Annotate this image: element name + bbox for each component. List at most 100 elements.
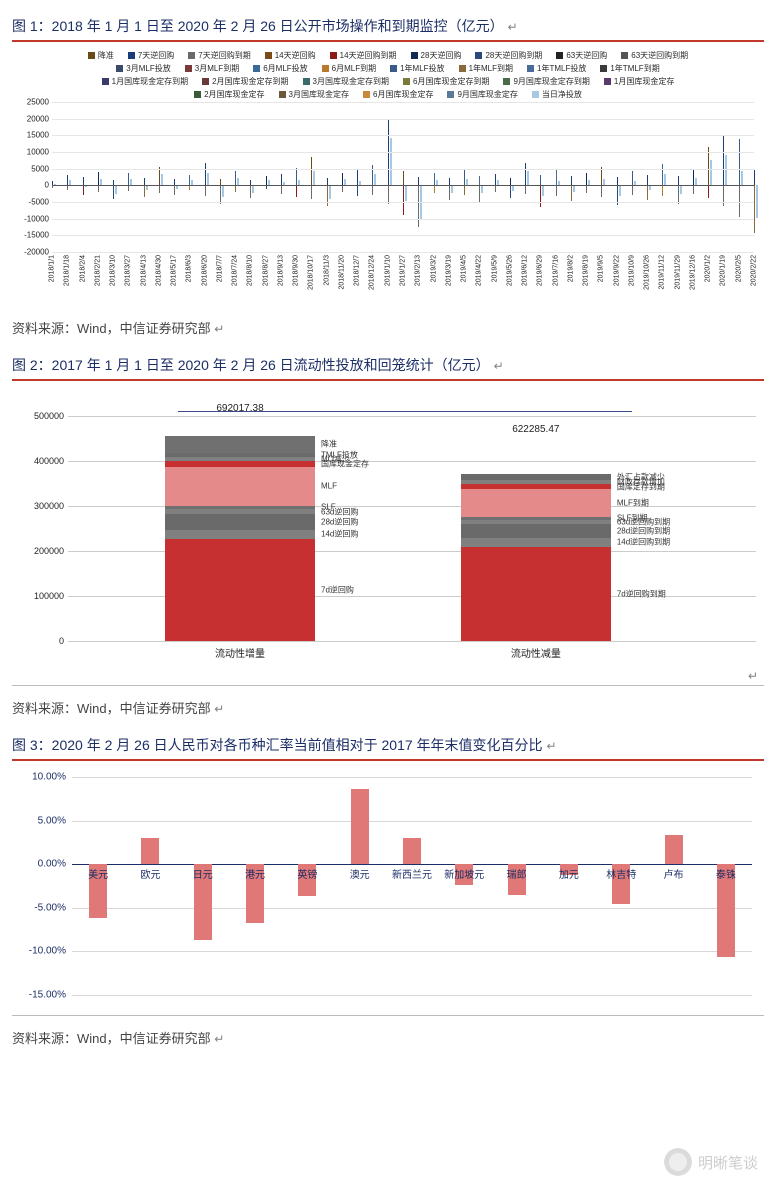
stacked-bar: 7d逆回购到期14d逆回购到期28d逆回购到期63d逆回购到期SLF到期MLF到… (461, 437, 611, 641)
legend-swatch (185, 65, 192, 72)
x-tick-label: 2019/5/26 (506, 255, 513, 286)
legend-label: 1月国库现金定存 (614, 76, 674, 87)
x-tick-label: 港元 (245, 866, 265, 881)
legend-item: 63天逆回购到期 (621, 50, 688, 61)
fig1-xlabels: 2018/1/12018/1/182018/2/42018/2/212018/3… (52, 253, 754, 301)
x-tick-label: 2018/2/21 (94, 255, 101, 286)
x-tick-label: 2019/11/29 (674, 255, 681, 290)
x-tick-label: 2019/6/29 (537, 255, 544, 286)
segment-label: SLF到期 (617, 513, 648, 524)
x-tick-label: 2018/6/20 (201, 255, 208, 286)
segment-label: 14d逆回购 (321, 529, 358, 540)
legend-swatch (527, 65, 534, 72)
x-tick-label: 2018/2/4 (79, 255, 86, 282)
bar-segment: 国库现金定存 (165, 461, 315, 467)
x-tick-label: 林吉特 (606, 866, 636, 881)
x-tick-label: 2018/10/17 (308, 255, 315, 290)
x-tick-label: 2020/2/22 (751, 255, 758, 286)
segment-label: 28d逆回购 (321, 517, 358, 528)
x-tick-label: 欧元 (140, 866, 160, 881)
x-tick-label: 2018/1/1 (49, 255, 56, 282)
segment-label: MLF到期 (617, 498, 649, 509)
x-tick-label: 新加坡元 (444, 866, 484, 881)
segment-label: 外汇占款减少 (617, 471, 665, 482)
legend-item: 1年TMLF到期 (600, 63, 659, 74)
legend-swatch (194, 91, 201, 98)
x-tick-label: 新西兰元 (392, 866, 432, 881)
x-tick-label: 2019/1/27 (400, 255, 407, 286)
legend-swatch (475, 52, 482, 59)
y-tick-label: 20000 (27, 114, 52, 123)
bar-segment: 财政存款增加 (461, 480, 611, 484)
bar-segment: 28d逆回购到期 (461, 524, 611, 538)
legend-item: 1月国库现金定存到期 (102, 76, 188, 87)
legend-item: 6月MLF投放 (253, 63, 307, 74)
legend-item: 1年TMLF投放 (527, 63, 586, 74)
legend-swatch (532, 91, 539, 98)
x-category-label: 流动性减量 (511, 645, 561, 660)
bar (665, 835, 683, 865)
x-tick-label: 2019/3/19 (445, 255, 452, 286)
legend-label: 1年TMLF到期 (610, 63, 659, 74)
x-tick-label: 2018/8/27 (262, 255, 269, 286)
fig2-title: 图 2：2017 年 1 月 1 日至 2020 年 2 月 26 日流动性投放… (12, 351, 764, 381)
y-tick-label: 200000 (34, 546, 68, 556)
bar (403, 838, 421, 864)
fig2-source: 资料来源：Wind，中信证券研究部 ↵ (12, 692, 764, 731)
fig1-chart: 降准7天逆回购7天逆回购到期14天逆回购14天逆回购到期28天逆回购28天逆回购… (12, 46, 764, 310)
fig1-plot: -20000-15000-10000-500005000100001500020… (52, 102, 754, 253)
legend-swatch (303, 78, 310, 85)
x-tick-label: 2018/7/24 (232, 255, 239, 286)
legend-swatch (411, 52, 418, 59)
legend-label: 14天逆回购到期 (340, 50, 397, 61)
legend-swatch (322, 65, 329, 72)
fig2-chart: 01000002000003000004000005000007d逆回购14d逆… (12, 385, 764, 665)
source-text: 资料来源：Wind，中信证券研究部 (12, 1031, 211, 1046)
x-tick-label: 2018/11/20 (338, 255, 345, 290)
bar-segment: MLF到期 (461, 489, 611, 517)
legend-item: 3月MLF到期 (185, 63, 239, 74)
fig3-plot: -15.00%-10.00%-5.00%0.00%5.00%10.00%美元欧元… (72, 777, 752, 995)
legend-swatch (621, 52, 628, 59)
legend-label: 3月国库现金定存到期 (313, 76, 389, 87)
watermark-text: 明晰笔谈 (698, 1152, 758, 1173)
x-tick-label: 2019/12/16 (689, 255, 696, 290)
legend-item: 1年MLF到期 (459, 63, 513, 74)
x-tick-label: 澳元 (350, 866, 370, 881)
legend-label: 降准 (98, 50, 114, 61)
fig1-legend: 降准7天逆回购7天逆回购到期14天逆回购14天逆回购到期28天逆回购28天逆回购… (16, 50, 760, 102)
y-tick-label: -5000 (29, 198, 52, 207)
x-tick-label: 2018/12/24 (369, 255, 376, 290)
x-tick-label: 2018/8/10 (247, 255, 254, 286)
fig3-source: 资料来源：Wind，中信证券研究部 ↵ (12, 1022, 764, 1051)
stacked-bar: 7d逆回购14d逆回购28d逆回购63d逆回购SLFMLF国库现金定存MO减少T… (165, 416, 315, 641)
segment-label: TMLF投放 (321, 449, 358, 460)
bar-segment: 降准 (165, 436, 315, 452)
legend-item: 7天逆回购到期 (188, 50, 250, 61)
legend-label: 当日净投放 (542, 89, 582, 100)
legend-label: 6月国库现金定存 (373, 89, 433, 100)
bar (351, 789, 369, 864)
fig3-title: 图 3：2020 年 2 月 26 日人民币对各币种汇率当前值相对于 2017 … (12, 731, 764, 761)
legend-item: 降准 (88, 50, 114, 61)
x-tick-label: 2018/11/3 (323, 255, 330, 286)
watermark-icon (664, 1148, 692, 1176)
x-tick-label: 2018/9/30 (293, 255, 300, 286)
bar-total-label: 622285.47 (461, 424, 611, 437)
x-tick-label: 2019/1/10 (384, 255, 391, 286)
legend-swatch (390, 65, 397, 72)
y-tick-label: 400000 (34, 456, 68, 466)
y-tick-label: 5.00% (38, 815, 72, 826)
x-tick-label: 加元 (559, 866, 579, 881)
x-tick-label: 2018/5/17 (171, 255, 178, 286)
bar-segment: MO减少 (165, 457, 315, 460)
y-tick-label: -15.00% (29, 990, 72, 1001)
cursor-icon: ↵ (214, 702, 224, 716)
legend-label: 14天逆回购 (275, 50, 316, 61)
bar-segment: SLF (165, 506, 315, 509)
x-tick-label: 2019/6/12 (522, 255, 529, 286)
legend-label: 1年TMLF投放 (537, 63, 586, 74)
y-tick-label: 0.00% (38, 859, 72, 870)
divider (12, 685, 764, 686)
x-tick-label: 2019/9/5 (598, 255, 605, 282)
